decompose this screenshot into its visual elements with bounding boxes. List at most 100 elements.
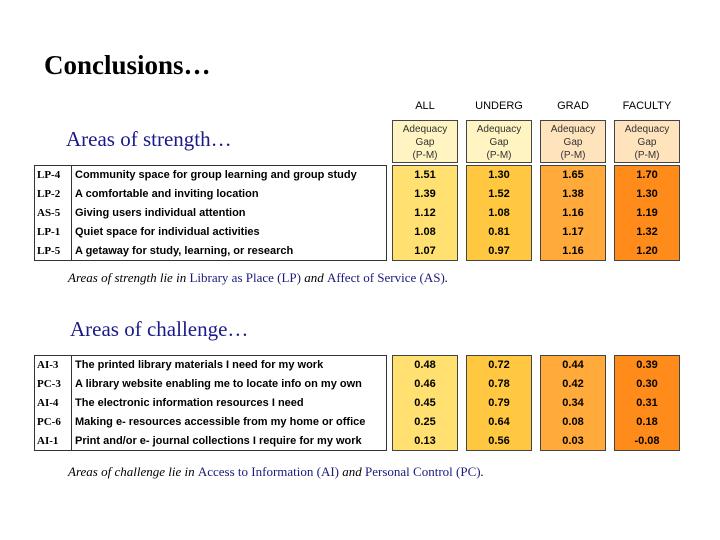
subheader-line: Adequacy [624,124,670,135]
row-label: A comfortable and inviting location [75,188,259,200]
value-cell: 1.08 [488,207,510,219]
value-cell: 0.72 [488,359,510,371]
value-cell: 0.30 [636,378,658,390]
subheader-line: Adequacy [402,124,448,135]
table-row: LP-1 Quiet space for individual activitie… [35,223,386,242]
table-row: LP-4 Community space for group learning a… [35,166,386,185]
challenge-grad-values: 0.44 0.42 0.34 0.08 0.03 [540,355,606,451]
strength-underg-values: 1.30 1.52 1.08 0.81 0.97 [466,165,532,261]
row-code: LP-1 [37,226,61,238]
table-row: PC-3 A library website enabling me to loc… [35,375,386,394]
value-cell: 0.31 [636,397,658,409]
challenge-note: Areas of challenge lie in Access to Info… [68,464,484,480]
value-cell: 0.25 [414,416,436,428]
value-cell: 1.19 [636,207,658,219]
row-code: AI-4 [37,397,59,409]
strength-all-values: 1.51 1.39 1.12 1.08 1.07 [392,165,458,261]
row-label: Giving users individual attention [75,207,246,219]
subheader-line: Gap [489,137,509,148]
row-code: LP-4 [37,169,61,181]
value-cell: 0.08 [562,416,584,428]
subheader-all: Adequacy Gap (P-M) [392,120,458,163]
value-cell: 1.52 [488,188,510,200]
challenge-heading: Areas of challenge… [70,317,249,341]
row-code: LP-2 [37,188,61,200]
value-cell: 0.97 [488,245,510,257]
note-highlight: Library as Place (LP) [189,270,301,285]
page-title: Conclusions… [44,50,211,80]
subheader-line: Gap [415,137,435,148]
note-text: and [301,270,327,285]
note-text: . [444,270,449,285]
challenge-underg-values: 0.72 0.78 0.79 0.64 0.56 [466,355,532,451]
note-text: Areas of strength lie in [68,270,190,285]
row-label: A getaway for study, learning, or resear… [75,245,294,257]
value-cell: 1.30 [636,188,658,200]
value-cell: 1.39 [414,188,436,200]
row-label: A library website enabling me to locate … [75,378,362,390]
value-cell: 0.46 [414,378,436,390]
row-code: LP-5 [37,245,61,257]
row-label: Making e- resources accessible from my h… [75,416,366,428]
subheader-grad: Adequacy Gap (P-M) [540,120,606,163]
strength-table: LP-4 Community space for group learning a… [34,165,387,261]
row-code: AI-3 [37,359,59,371]
value-cell: 1.12 [414,207,436,219]
table-row: AI-3 The printed library materials I need… [35,356,386,375]
strength-grad-values: 1.65 1.38 1.16 1.17 1.16 [540,165,606,261]
subheader-line: (P-M) [634,150,660,161]
value-cell: 1.30 [488,169,510,181]
subheader-line: (P-M) [486,150,512,161]
row-code: PC-6 [37,416,61,428]
value-cell: 1.32 [636,226,658,238]
code-column [35,356,72,450]
table-row: LP-5 A getaway for study, learning, or re… [35,242,386,261]
value-cell: 0.44 [562,359,584,371]
row-code: AI-1 [37,435,59,447]
challenge-faculty-values: 0.39 0.30 0.31 0.18 -0.08 [614,355,680,451]
subheader-line: Gap [637,137,657,148]
strength-note: Areas of strength lie in Library as Plac… [68,270,448,286]
code-column [35,166,72,260]
value-cell: 1.65 [562,169,584,181]
challenge-all-values: 0.48 0.46 0.45 0.25 0.13 [392,355,458,451]
subheader-line: (P-M) [560,150,586,161]
row-label: Print and/or e- journal collections I re… [75,435,362,447]
note-text: . [480,464,484,479]
strength-faculty-values: 1.70 1.30 1.19 1.32 1.20 [614,165,680,261]
value-cell: 1.16 [562,207,584,219]
note-highlight: Access to Information (AI) [197,464,340,479]
value-cell: 0.18 [636,416,658,428]
challenge-table: AI-3 The printed library materials I need… [34,355,387,451]
value-cell: 0.79 [488,397,510,409]
note-highlight: Affect of Service (AS) [327,270,445,285]
note-highlight: Personal Control (PC) [365,464,481,479]
value-cell: 1.16 [562,245,584,257]
subheader-faculty: Adequacy Gap (P-M) [614,120,680,163]
note-text: and [339,464,366,479]
table-row: AS-5 Giving users individual attention [35,204,386,223]
subheader-underg: Adequacy Gap (P-M) [466,120,532,163]
column-header-faculty: FACULTY [622,100,672,112]
value-cell: 0.78 [488,378,510,390]
row-label: The electronic information resources I n… [75,397,304,409]
table-row: AI-1 Print and/or e- journal collections … [35,432,386,451]
value-cell: 1.08 [414,226,436,238]
row-code: AS-5 [37,207,61,219]
value-cell: 1.07 [414,245,436,257]
value-cell: 0.81 [488,226,510,238]
value-cell: 1.51 [414,169,436,181]
value-cell: -0.08 [634,435,660,447]
value-cell: 1.38 [562,188,584,200]
strength-heading: Areas of strength… [66,127,232,151]
row-label: Community space for group learning and g… [75,169,357,181]
column-header-all: ALL [415,100,435,112]
table-row: LP-2 A comfortable and inviting location [35,185,386,204]
value-cell: 1.70 [636,169,658,181]
value-cell: 0.64 [488,416,510,428]
value-cell: 0.56 [488,435,510,447]
value-cell: 1.17 [562,226,584,238]
value-cell: 0.03 [562,435,584,447]
value-cell: 0.34 [562,397,584,409]
subheader-line: Adequacy [550,124,596,135]
